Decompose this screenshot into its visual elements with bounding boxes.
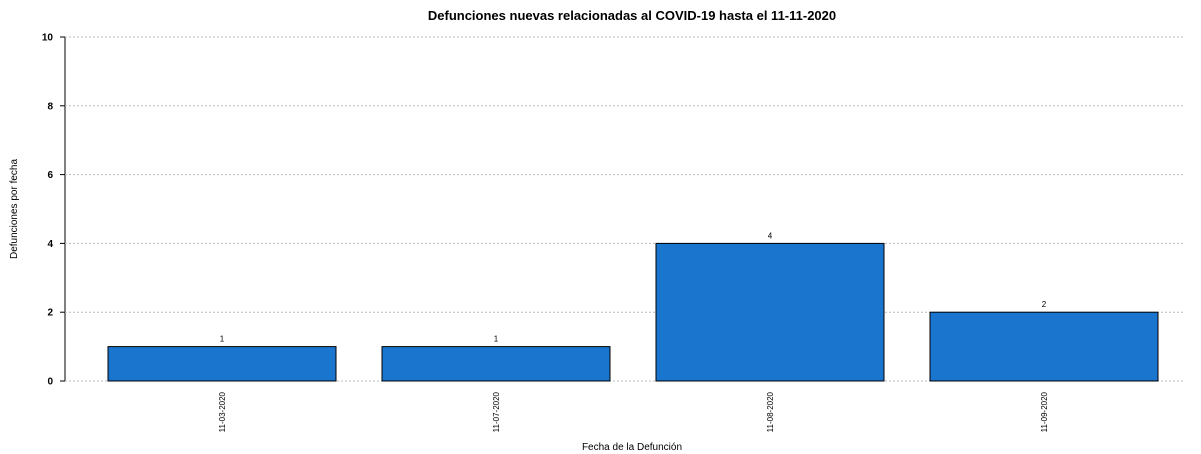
bar bbox=[107, 346, 337, 382]
y-axis-label: Defunciones por fecha bbox=[9, 159, 20, 260]
bar bbox=[929, 311, 1159, 382]
data-label: 1 bbox=[494, 335, 499, 344]
y-tick-label: 10 bbox=[42, 33, 54, 44]
data-label: 1 bbox=[220, 335, 225, 344]
y-tick-label: 8 bbox=[47, 101, 53, 112]
x-tick-label: 11-08-2020 bbox=[766, 391, 775, 432]
bar bbox=[655, 242, 885, 382]
y-tick-label: 0 bbox=[47, 377, 53, 388]
x-tick-label: 11-07-2020 bbox=[492, 391, 501, 432]
x-axis-label: Fecha de la Defunción bbox=[582, 442, 682, 453]
x-tick-label: 11-03-2020 bbox=[218, 391, 227, 432]
chart-title: Defunciones nuevas relacionadas al COVID… bbox=[428, 8, 836, 23]
y-tick-label: 2 bbox=[47, 308, 53, 319]
data-label: 2 bbox=[1042, 300, 1047, 309]
bar bbox=[381, 346, 611, 382]
y-tick-label: 6 bbox=[47, 170, 53, 181]
data-label: 4 bbox=[768, 231, 773, 240]
x-tick-label: 11-09-2020 bbox=[1040, 391, 1049, 432]
y-tick-label: 4 bbox=[47, 239, 53, 250]
